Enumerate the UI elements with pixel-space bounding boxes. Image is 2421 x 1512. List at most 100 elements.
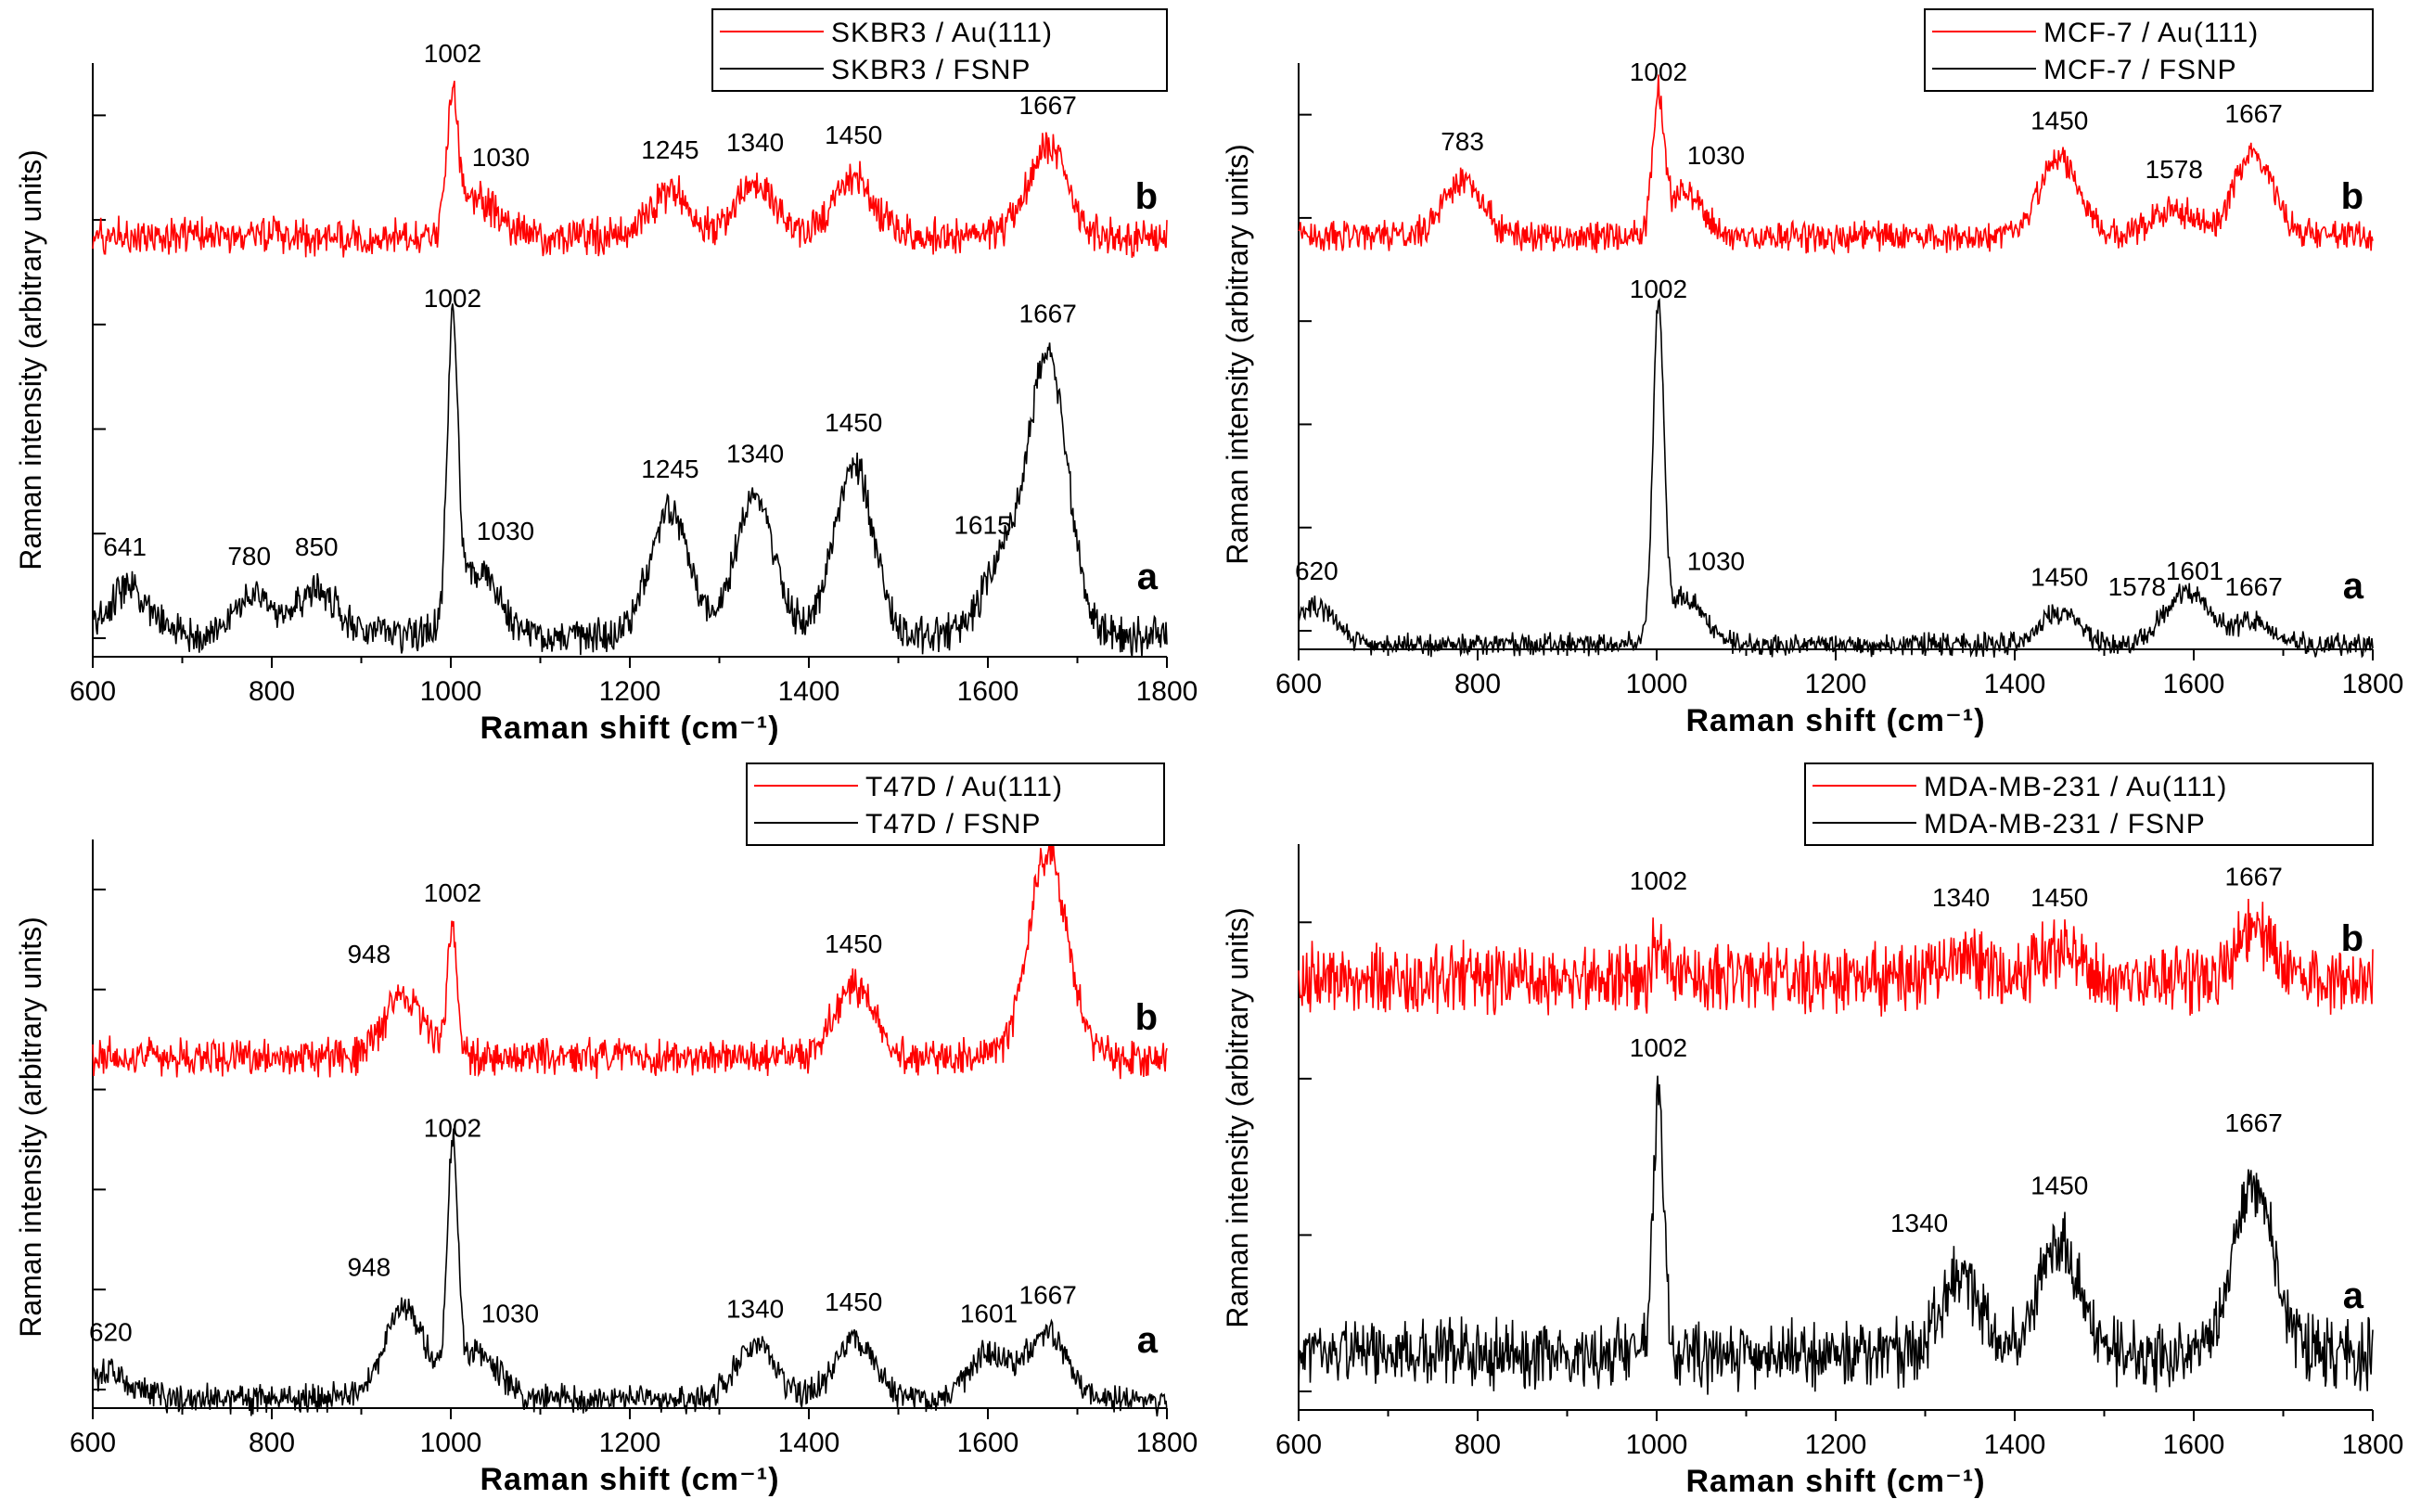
- series-au111: 1002 1340 1450 1667 b: [1298, 863, 2374, 1017]
- series-au111: 1002 1030 1245 1340 1450 1667 b: [92, 39, 1168, 259]
- peak-label: 850: [295, 532, 339, 561]
- x-tick-label: 800: [1454, 1429, 1501, 1460]
- peak-label: 1340: [726, 1295, 784, 1324]
- x-tick-label: 800: [249, 676, 295, 707]
- x-tick-label: 600: [1275, 1429, 1322, 1460]
- x-tick-label: 1200: [599, 676, 661, 707]
- peak-label: 1450: [825, 121, 882, 149]
- chart-panel-2: 600 800 1000 1200 1400 1600 1800 Raman shift (c…: [1221, 8, 2404, 738]
- peak-label: 641: [103, 532, 147, 561]
- x-tick-label: 600: [70, 1428, 116, 1458]
- x-axis-label: Raman shift (cm⁻¹): [480, 1462, 779, 1497]
- y-axis-label: Raman intensity (arbitrary units): [14, 916, 47, 1337]
- y-axis-label: Raman intensity (arbitrary units): [1221, 907, 1254, 1327]
- spectrum-line: [92, 1128, 1168, 1416]
- peak-label: 1615: [954, 510, 1011, 539]
- legend-entry: T47D / Au(111): [865, 772, 1063, 802]
- y-axis-label: Raman intensity (arbitrary units): [1221, 144, 1254, 564]
- peak-label: 1578: [2146, 155, 2203, 184]
- legend-entry: MCF-7 / FSNP: [2043, 55, 2237, 85]
- x-tick-label: 1000: [420, 1428, 482, 1458]
- trace-letter: a: [2343, 566, 2364, 607]
- x-tick-label: 1800: [2342, 1429, 2404, 1460]
- legend-entry: SKBR3 / Au(111): [831, 18, 1053, 48]
- trace-letter: a: [1137, 557, 1159, 597]
- x-tick-label: 1600: [2163, 1429, 2225, 1460]
- legend-box: [711, 8, 1168, 92]
- peak-label: 1030: [477, 517, 534, 545]
- x-tick-label: 1000: [420, 676, 482, 707]
- peak-label: 1030: [1687, 141, 1745, 170]
- x-tick-label: 1200: [1805, 1429, 1867, 1460]
- peak-label: 1667: [2225, 1108, 2283, 1137]
- peak-label: 1601: [2166, 557, 2223, 585]
- peak-label: 1002: [1630, 275, 1687, 303]
- peak-label: 780: [227, 542, 271, 570]
- spectrum-line: [1298, 898, 2374, 1017]
- y-axis-label: Raman intensity (arbitrary units): [14, 149, 47, 570]
- x-tick-label: 1400: [1984, 1429, 2046, 1460]
- chart-panel-3: 600 800 1000 1200 1400 1600 1800 Raman shift (c…: [14, 762, 1198, 1497]
- spectrum-line: [92, 303, 1168, 658]
- peak-label: 1450: [825, 929, 882, 958]
- peak-label: 1340: [726, 439, 784, 468]
- x-tick-label: 1600: [957, 1428, 1019, 1458]
- peak-label: 1002: [424, 284, 481, 313]
- x-tick-label: 1200: [1805, 669, 1867, 699]
- peak-label: 1002: [424, 1114, 481, 1143]
- x-tick-label: 800: [249, 1428, 295, 1458]
- legend-box: [1924, 8, 2374, 92]
- peak-label: 1450: [825, 1288, 882, 1316]
- x-tick-label: 1400: [1984, 669, 2046, 699]
- peak-label: 1002: [424, 39, 481, 68]
- trace-letter: b: [1135, 997, 1158, 1038]
- spectrum-line: [92, 81, 1168, 259]
- x-tick-label: 1800: [2342, 669, 2404, 699]
- peak-label: 1002: [1630, 58, 1687, 86]
- trace-letter: b: [2341, 918, 2363, 959]
- peak-label: 1002: [424, 878, 481, 907]
- peak-label: 1030: [472, 143, 530, 172]
- x-tick-label: 1200: [599, 1428, 661, 1458]
- x-tick-label: 1000: [1626, 669, 1688, 699]
- legend: MDA-MB-231 / Au(111) MDA-MB-231 / FSNP: [1804, 762, 2374, 846]
- x-axis-label: Raman shift (cm⁻¹): [480, 711, 779, 746]
- legend-entry: MDA-MB-231 / Au(111): [1924, 772, 2227, 802]
- peak-label: 1667: [2225, 572, 2283, 601]
- peak-label: 1002: [1630, 866, 1687, 895]
- peak-label: 948: [347, 1253, 391, 1282]
- spectrum-line: [92, 839, 1168, 1080]
- spectrum-line: [1298, 1075, 2374, 1395]
- peak-label: 1667: [2225, 863, 2283, 891]
- legend-box: [1804, 762, 2374, 846]
- legend-entry: T47D / FSNP: [865, 809, 1041, 839]
- peak-label: 620: [89, 1318, 133, 1347]
- legend-entry: MCF-7 / Au(111): [2043, 18, 2259, 48]
- series-fsnp: 641 780 850 1002 1030 1245 1340 1450 1615 1667 a: [92, 284, 1168, 658]
- trace-letter: b: [1135, 176, 1158, 217]
- peak-label: 783: [1441, 127, 1484, 156]
- x-tick-label: 600: [70, 676, 116, 707]
- x-tick-label: 800: [1454, 669, 1501, 699]
- legend: T47D / Au(111) T47D / FSNP: [746, 762, 1165, 846]
- peak-label: 1450: [2030, 1172, 2088, 1200]
- legend-entry: MDA-MB-231 / FSNP: [1924, 809, 2206, 839]
- peak-label: 1667: [1019, 91, 1077, 120]
- trace-letter: b: [2341, 176, 2363, 217]
- chart-panel-4: 600 800 1000 1200 1400 1600 1800 Raman shift (c…: [1221, 762, 2404, 1499]
- x-tick-label: 1600: [2163, 669, 2225, 699]
- peak-label: 1450: [2030, 883, 2088, 912]
- peak-label: 1450: [2030, 563, 2088, 592]
- x-tick-label: 1000: [1626, 1429, 1688, 1460]
- spectrum-line: [1298, 74, 2374, 256]
- peak-label: 1340: [1890, 1209, 1948, 1237]
- x-axis-label: Raman shift (cm⁻¹): [1685, 703, 1985, 738]
- x-tick-label: 1400: [778, 676, 840, 707]
- peak-label: 1340: [726, 128, 784, 157]
- peak-label: 1667: [2225, 99, 2283, 128]
- peak-label: 1340: [1932, 883, 1990, 912]
- peak-label: 1667: [1019, 1281, 1077, 1310]
- x-tick-label: 1800: [1136, 1428, 1198, 1458]
